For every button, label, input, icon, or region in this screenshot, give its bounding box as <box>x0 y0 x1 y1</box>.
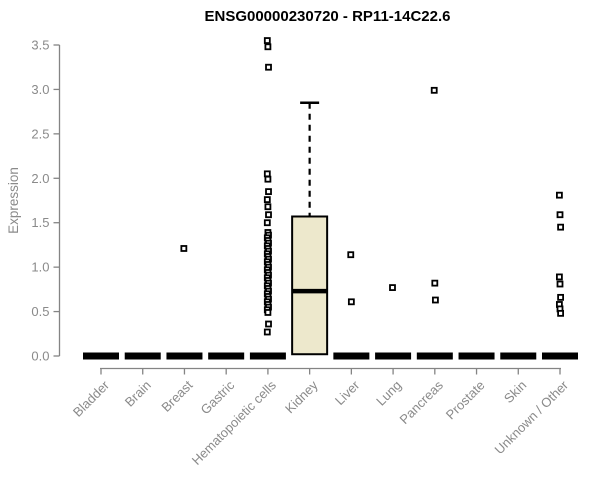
y-tick-label: 3.0 <box>31 82 49 97</box>
box-kidney <box>291 215 329 356</box>
outlier-point-pancreas <box>430 86 438 94</box>
outlier-point-unknown-other <box>556 273 563 281</box>
outlier-point-hematopoietic-cells <box>264 203 272 211</box>
collapsed-box-bladder <box>83 352 119 360</box>
outlier-point-hematopoietic-cells <box>263 170 271 178</box>
outlier-point-liver <box>347 251 355 259</box>
collapsed-box-prostate <box>458 352 495 360</box>
collapsed-box-hematopoietic-cells <box>249 352 286 360</box>
collapsed-box-pancreas <box>416 352 453 360</box>
y-tick-label: 0.5 <box>31 304 49 319</box>
x-tick-label-breast: Breast <box>158 377 195 414</box>
outlier-point-unknown-other <box>557 223 564 231</box>
outlier-point-hematopoietic-cells <box>263 328 271 336</box>
outlier-point-breast <box>180 245 188 252</box>
collapsed-box-unknown-other <box>542 352 578 360</box>
outlier-point-hematopoietic-cells <box>265 320 272 328</box>
outlier-point-unknown-other <box>556 211 564 219</box>
outlier-point-hematopoietic-cells <box>265 211 272 219</box>
outlier-point-hematopoietic-cells <box>263 196 271 204</box>
collapsed-box-skin <box>500 352 537 360</box>
collapsed-box-brain <box>124 352 161 360</box>
outlier-point-pancreas <box>431 279 439 287</box>
y-tick-label: 1.5 <box>31 215 49 230</box>
x-tick-label-skin: Skin <box>501 378 529 406</box>
y-tick-label: 2.5 <box>31 126 49 141</box>
x-tick-label-pancreas: Pancreas <box>396 377 446 427</box>
collapsed-box-gastric <box>208 352 245 360</box>
chart-title: ENSG00000230720 - RP11-14C22.6 <box>204 8 451 25</box>
x-tick-label-unknown-other: Unknown / Other <box>492 377 572 457</box>
outlier-point-hematopoietic-cells <box>265 63 272 71</box>
outlier-point-unknown-other <box>557 309 564 317</box>
y-tick-label: 0.0 <box>31 349 49 364</box>
outlier-point-unknown-other <box>556 280 564 288</box>
collapsed-box-breast <box>166 352 203 360</box>
collapsed-box-liver <box>333 352 370 360</box>
x-tick-label-lung: Lung <box>373 378 404 409</box>
outlier-point-pancreas <box>432 296 439 304</box>
x-tick-label-prostate: Prostate <box>443 378 488 423</box>
x-tick-label-liver: Liver <box>332 377 363 408</box>
y-tick-label: 3.5 <box>31 38 49 53</box>
outlier-point-hematopoietic-cells <box>264 309 272 316</box>
outlier-point-lung <box>389 284 396 291</box>
outlier-point-hematopoietic-cells <box>264 175 272 183</box>
x-tick-label-gastric: Gastric <box>198 377 238 417</box>
x-tick-label-kidney: Kidney <box>282 377 321 416</box>
outlier-point-hematopoietic-cells <box>265 188 272 196</box>
y-axis-title: Expression <box>6 167 21 234</box>
x-tick-label-brain: Brain <box>122 378 154 410</box>
outlier-point-hematopoietic-cells <box>263 37 271 44</box>
outlier-point-unknown-other <box>557 293 564 301</box>
collapsed-box-lung <box>375 352 412 360</box>
x-tick-label-bladder: Bladder <box>70 377 113 420</box>
y-tick-label: 2.0 <box>31 171 49 186</box>
outlier-point-hematopoietic-cells <box>263 219 271 227</box>
y-tick-label: 1.0 <box>31 260 49 275</box>
outlier-point-liver <box>347 298 355 306</box>
outlier-point-unknown-other <box>556 191 563 199</box>
outlier-point-hematopoietic-cells <box>264 43 272 51</box>
